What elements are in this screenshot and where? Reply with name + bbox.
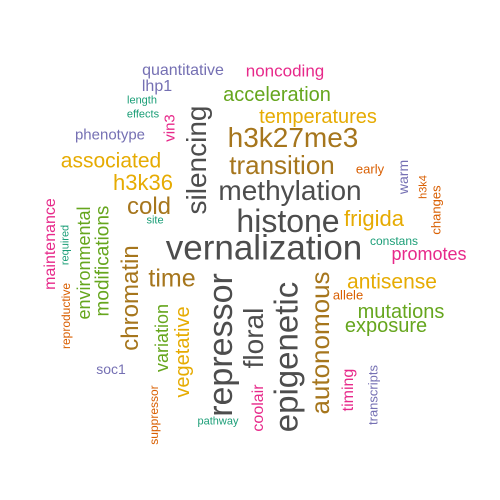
word-suppressor: suppressor (147, 385, 161, 445)
word-lhp1: lhp1 (141, 78, 173, 95)
word-repressor: repressor (202, 273, 240, 417)
word-silencing: silencing (181, 105, 212, 215)
word-autonomous: autonomous (305, 271, 335, 415)
word-h3k4: h3k4 (417, 175, 430, 199)
word-floral: floral (238, 307, 269, 369)
word-reproductive: reproductive (59, 282, 73, 350)
word-chromatin: chromatin (117, 245, 144, 351)
word-warm: warm (395, 159, 411, 195)
word-cold: cold (126, 193, 172, 220)
word-vegetative: vegetative (172, 306, 194, 398)
word-variation: variation (152, 303, 172, 373)
word-histone: histone (236, 203, 340, 239)
word-methylation: methylation (218, 175, 362, 206)
word-early: early (355, 161, 385, 177)
word-associated: associated (60, 149, 162, 173)
word-mutations: mutations (357, 301, 445, 323)
word-changes: changes (428, 185, 444, 235)
word-modifications: modifications (92, 205, 114, 317)
word-vernalization: vernalization (165, 228, 363, 268)
word-pathway: pathway (197, 415, 239, 428)
word-vin3: vin3 (161, 114, 179, 142)
word-transition: transition (229, 150, 335, 180)
word-effects: effects (126, 108, 160, 121)
word-temperatures: temperatures (259, 106, 377, 128)
word-acceleration: acceleration (223, 84, 331, 106)
word-promotes: promotes (391, 244, 467, 264)
word-coolair: coolair (250, 384, 267, 432)
word-noncoding: noncoding (245, 61, 325, 81)
word-exposure: exposure (344, 315, 428, 337)
word-soc1: soc1 (96, 361, 126, 377)
word-phenotype: phenotype (74, 126, 146, 144)
word-required: required (59, 224, 72, 266)
word-site: site (146, 214, 164, 227)
word-transcripts: transcripts (365, 365, 381, 425)
word-length: length (127, 94, 157, 107)
word-antisense: antisense (347, 270, 437, 294)
word-time: time (148, 264, 196, 293)
word-constans: constans (369, 234, 419, 248)
word-timing: timing (340, 368, 357, 412)
word-environmental: environmental (74, 206, 94, 320)
word-quantitative: quantitative (142, 62, 224, 79)
word-frigida: frigida (344, 206, 404, 231)
word-epigenetic: epigenetic (267, 281, 305, 433)
word-h3k27me3: h3k27me3 (227, 122, 359, 153)
word-allele: allele (332, 287, 364, 303)
word-h3k36: h3k36 (113, 170, 173, 195)
word-maintenance: maintenance (42, 198, 59, 290)
